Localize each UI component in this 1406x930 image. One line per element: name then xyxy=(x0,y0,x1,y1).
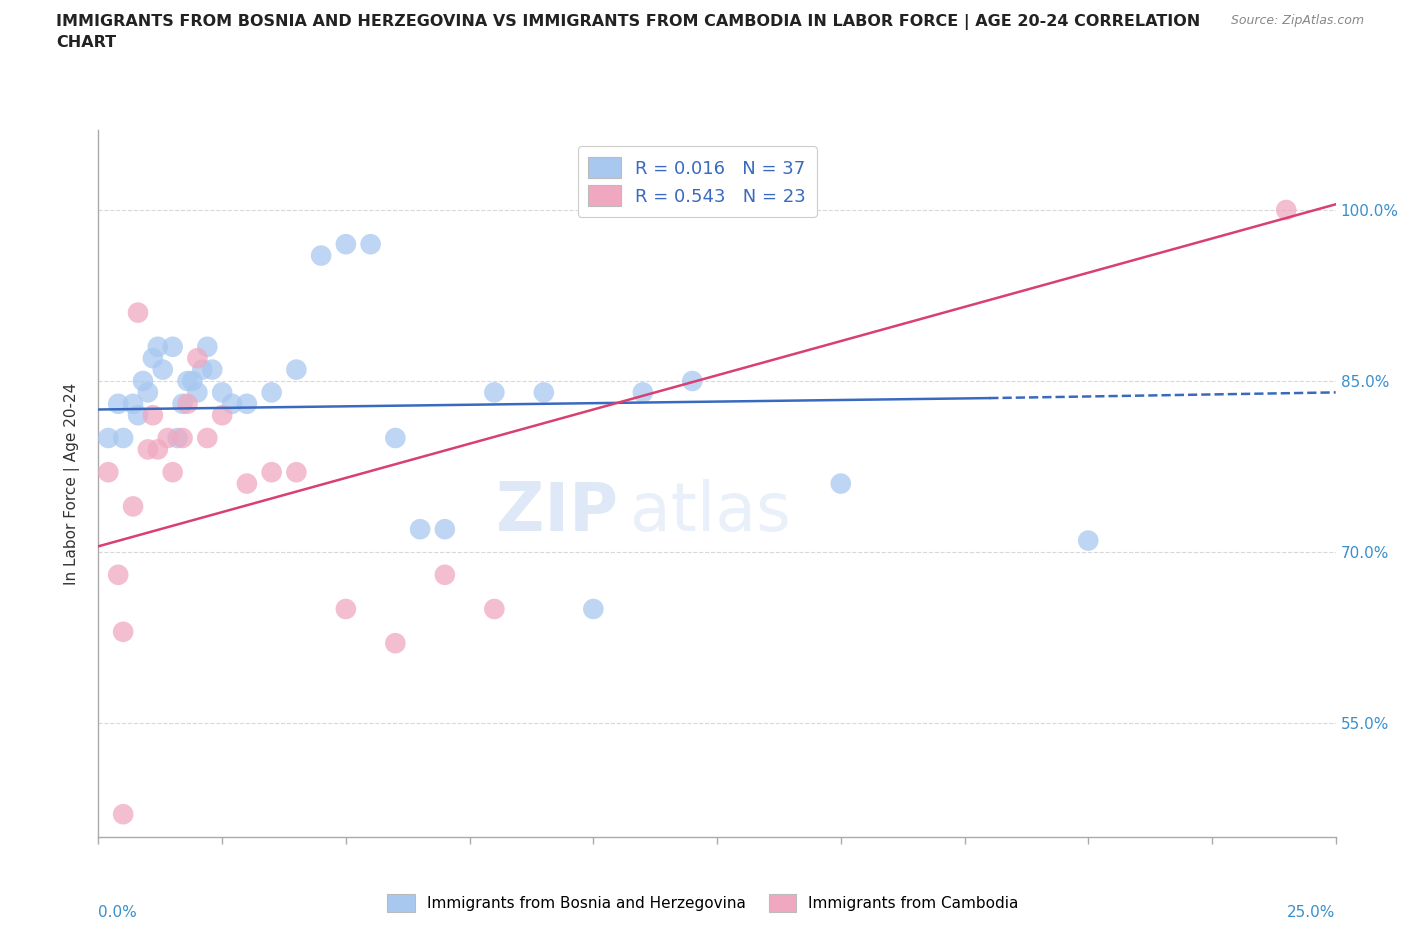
Point xyxy=(195,339,218,354)
Point xyxy=(260,385,283,400)
Point xyxy=(433,522,456,537)
Point xyxy=(191,362,214,377)
Point xyxy=(97,431,120,445)
Point xyxy=(631,385,654,400)
Point xyxy=(112,624,135,639)
Text: CHART: CHART xyxy=(56,35,117,50)
Point xyxy=(360,237,382,252)
Point xyxy=(152,362,174,377)
Point xyxy=(384,431,406,445)
Point xyxy=(162,339,184,354)
Point xyxy=(195,431,218,445)
Point xyxy=(433,567,456,582)
Point xyxy=(112,431,135,445)
Point xyxy=(172,431,194,445)
Point xyxy=(681,374,703,389)
Point xyxy=(335,237,357,252)
Text: 0.0%: 0.0% xyxy=(98,906,138,921)
Point xyxy=(309,248,332,263)
Point xyxy=(201,362,224,377)
Point xyxy=(176,396,198,411)
Point xyxy=(146,339,169,354)
Point xyxy=(122,499,145,514)
Point xyxy=(285,465,308,480)
Point xyxy=(162,465,184,480)
Point xyxy=(484,602,506,617)
Point xyxy=(181,374,204,389)
Y-axis label: In Labor Force | Age 20-24: In Labor Force | Age 20-24 xyxy=(63,382,80,585)
Point xyxy=(409,522,432,537)
Point xyxy=(236,476,259,491)
Text: Source: ZipAtlas.com: Source: ZipAtlas.com xyxy=(1230,14,1364,27)
Point xyxy=(176,374,198,389)
Point xyxy=(1275,203,1298,218)
Point xyxy=(166,431,188,445)
Point xyxy=(136,442,159,457)
Point xyxy=(211,407,233,422)
Point xyxy=(484,385,506,400)
Point xyxy=(533,385,555,400)
Text: atlas: atlas xyxy=(630,479,792,545)
Point xyxy=(146,442,169,457)
Point xyxy=(1077,533,1099,548)
Legend: Immigrants from Bosnia and Herzegovina, Immigrants from Cambodia: Immigrants from Bosnia and Herzegovina, … xyxy=(381,888,1025,918)
Point xyxy=(132,374,155,389)
Point xyxy=(122,396,145,411)
Point xyxy=(186,351,208,365)
Point xyxy=(186,385,208,400)
Point xyxy=(127,305,149,320)
Text: IMMIGRANTS FROM BOSNIA AND HERZEGOVINA VS IMMIGRANTS FROM CAMBODIA IN LABOR FORC: IMMIGRANTS FROM BOSNIA AND HERZEGOVINA V… xyxy=(56,14,1201,30)
Point xyxy=(260,465,283,480)
Point xyxy=(830,476,852,491)
Text: ZIP: ZIP xyxy=(496,479,619,545)
Point xyxy=(582,602,605,617)
Point xyxy=(384,636,406,651)
Point xyxy=(335,602,357,617)
Legend: R = 0.016   N = 37, R = 0.543   N = 23: R = 0.016 N = 37, R = 0.543 N = 23 xyxy=(578,146,817,217)
Point xyxy=(112,806,135,821)
Point xyxy=(127,407,149,422)
Point xyxy=(221,396,243,411)
Point xyxy=(97,465,120,480)
Point xyxy=(156,431,179,445)
Point xyxy=(142,351,165,365)
Point xyxy=(285,362,308,377)
Point xyxy=(136,385,159,400)
Text: 25.0%: 25.0% xyxy=(1288,906,1336,921)
Point xyxy=(107,396,129,411)
Point xyxy=(107,567,129,582)
Point xyxy=(236,396,259,411)
Point xyxy=(172,396,194,411)
Point xyxy=(211,385,233,400)
Point xyxy=(142,407,165,422)
